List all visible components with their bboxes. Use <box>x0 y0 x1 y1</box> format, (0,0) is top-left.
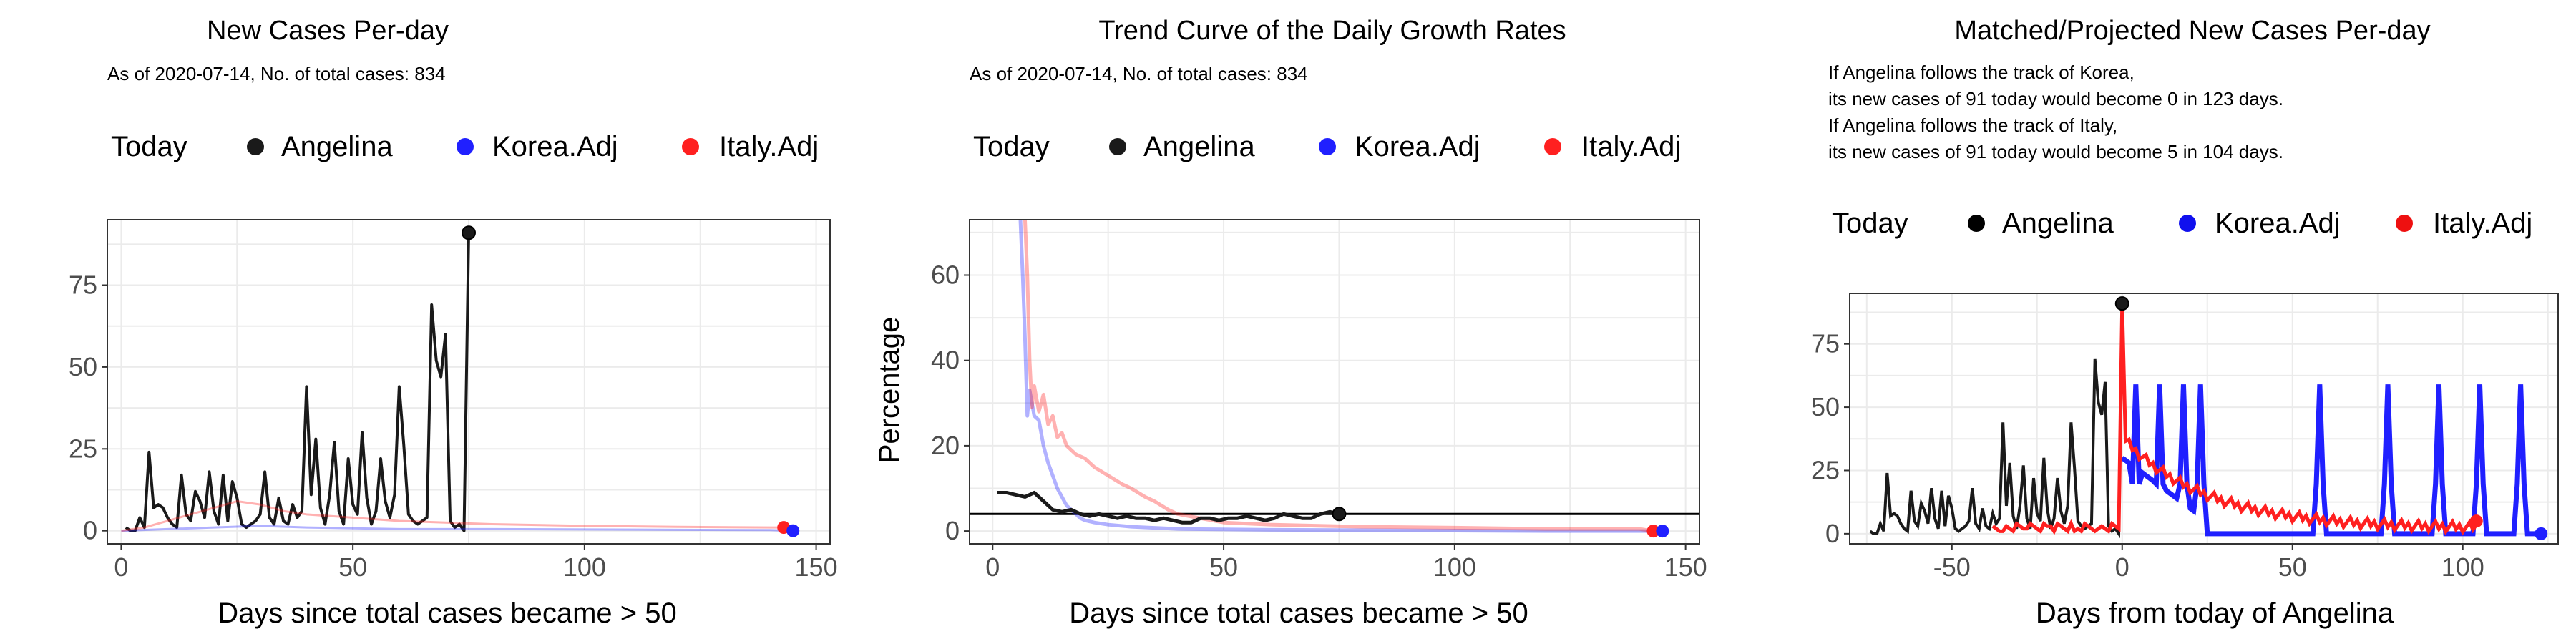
legend-marker-angelina <box>247 138 264 155</box>
series-line-korea-adj <box>2120 384 2542 537</box>
series-line-korea-adj <box>121 525 794 532</box>
panel-border <box>107 219 831 545</box>
legend-label-italy: Italy.Adj <box>719 131 819 162</box>
today-point-italy-adj <box>1646 525 1660 538</box>
series-layer <box>970 220 1699 533</box>
today-point-angelina <box>1332 507 1347 522</box>
series-line-angelina <box>997 490 1340 525</box>
y-tick-label: 0 <box>945 516 960 545</box>
x-tick-label: -50 <box>1933 552 1971 582</box>
legend-marker-italy <box>682 138 699 155</box>
legend-marker-angelina <box>1968 215 1985 232</box>
subtitle-line-3: If Angelina follows the track of Italy, <box>1828 114 2117 136</box>
series-line-angelina <box>125 233 470 532</box>
y-tick-label: 75 <box>69 270 97 300</box>
today-point-angelina <box>2114 296 2129 311</box>
y-tick-label: 25 <box>69 434 97 463</box>
x-tick-label: 100 <box>2441 552 2484 582</box>
legend-label-korea: Korea.Adj <box>492 131 618 162</box>
y-tick-label: 0 <box>1825 519 1840 548</box>
y-tick-label: 75 <box>1811 329 1840 358</box>
panel-border <box>1849 293 2559 545</box>
today-point-angelina <box>462 225 476 240</box>
series-layer <box>1869 303 2542 539</box>
series-line-italy-adj <box>1023 220 1654 533</box>
x-axis-title: Days from today of Angelina <box>2036 597 2394 629</box>
legend-label-angelina: Angelina <box>281 131 393 162</box>
x-tick-label: 0 <box>2115 552 2129 582</box>
x-axis-title: Days since total cases became > 50 <box>218 597 676 629</box>
subtitle-line-1: If Angelina follows the track of Korea, <box>1828 62 2135 83</box>
x-tick-label: 0 <box>114 552 128 582</box>
subtitle-line-4: its new cases of 91 today would become 5… <box>1828 141 2283 162</box>
series-layer <box>121 233 794 532</box>
chart-title: Matched/Projected New Cases Per-day <box>1954 16 2430 46</box>
y-tick-label: 0 <box>83 516 97 545</box>
legend: Today Angelina Korea.Adj Italy.Adj <box>1832 208 2532 239</box>
x-tick-label: 100 <box>1433 552 1476 582</box>
series-line-italy-adj <box>121 500 784 532</box>
panel-projected-cases: Matched/Projected New Cases Per-day If A… <box>1811 16 2559 629</box>
y-tick-label: 40 <box>931 346 960 375</box>
y-tick-label: 50 <box>1811 392 1840 421</box>
legend-title: Today <box>1832 208 1908 239</box>
x-tick-label: 150 <box>795 552 838 582</box>
plot-area: -50 0 50 100 0 25 50 75 <box>1811 293 2559 582</box>
y-tick-label: 60 <box>931 260 960 289</box>
x-tick-label: 50 <box>2278 552 2307 582</box>
legend-title: Today <box>111 131 187 162</box>
panel-new-cases: New Cases Per-day As of 2020-07-14, No. … <box>69 16 838 629</box>
series-line-angelina <box>1869 303 2124 539</box>
chart-title: Trend Curve of the Daily Growth Rates <box>1098 16 1566 46</box>
legend-marker-korea <box>1319 138 1336 155</box>
legend: Today Angelina Korea.Adj Italy.Adj <box>973 131 1681 162</box>
chart-subtitle: As of 2020-07-14, No. of total cases: 83… <box>970 63 1308 84</box>
legend-label-italy: Italy.Adj <box>1581 131 1681 162</box>
panel-border <box>969 219 1700 545</box>
chart-subtitle: As of 2020-07-14, No. of total cases: 83… <box>107 63 446 84</box>
today-point-korea-adj <box>786 524 800 537</box>
legend-label-italy: Italy.Adj <box>2433 208 2532 239</box>
series-line-korea-adj <box>1018 220 1663 533</box>
legend-marker-italy <box>1544 138 1561 155</box>
y-tick-label: 25 <box>1811 455 1840 484</box>
y-tick-label: 20 <box>931 431 960 460</box>
panel-growth-rates: Trend Curve of the Daily Growth Rates As… <box>874 16 1707 629</box>
today-point-italy-adj <box>2469 514 2483 528</box>
x-tick-label: 50 <box>1209 552 1238 582</box>
x-tick-label: 150 <box>1664 552 1707 582</box>
legend-title: Today <box>973 131 1050 162</box>
legend: Today Angelina Korea.Adj Italy.Adj <box>111 131 819 162</box>
x-tick-label: 50 <box>338 552 367 582</box>
legend-marker-angelina <box>1109 138 1126 155</box>
legend-marker-korea <box>457 138 474 155</box>
subtitle-line-2: its new cases of 91 today would become 0… <box>1828 88 2283 109</box>
y-axis-title: Percentage <box>874 317 905 464</box>
series-line-italy-adj <box>1991 303 2478 536</box>
x-tick-label: 100 <box>563 552 606 582</box>
x-tick-label: 0 <box>985 552 1000 582</box>
y-tick-label: 50 <box>69 352 97 381</box>
today-point-korea-adj <box>2534 527 2548 540</box>
chart-title: New Cases Per-day <box>207 16 449 46</box>
x-axis-title: Days since total cases became > 50 <box>1069 597 1528 629</box>
legend-label-angelina: Angelina <box>1143 131 1255 162</box>
today-point-korea-adj <box>1656 525 1669 538</box>
legend-label-angelina: Angelina <box>2002 208 2114 239</box>
plot-area: 0 50 100 150 0 20 40 60 <box>931 219 1707 582</box>
legend-label-korea: Korea.Adj <box>2215 208 2341 239</box>
legend-marker-korea <box>2179 215 2196 232</box>
legend-marker-italy <box>2396 215 2413 232</box>
plot-area: 0 50 100 150 0 25 50 75 <box>69 219 838 582</box>
legend-label-korea: Korea.Adj <box>1355 131 1480 162</box>
